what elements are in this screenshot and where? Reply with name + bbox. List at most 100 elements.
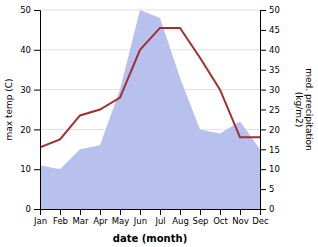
tick-label: 0 bbox=[26, 204, 31, 214]
tick-mark bbox=[34, 129, 40, 130]
axis-line bbox=[34, 11, 41, 210]
tick-mark bbox=[80, 209, 81, 215]
tick-mark bbox=[120, 209, 121, 215]
y-axis-title: max temp (C) bbox=[4, 78, 14, 140]
tick-label: 40 bbox=[269, 45, 280, 55]
tick-label: Dec bbox=[252, 216, 269, 226]
tick-mark bbox=[34, 50, 40, 51]
tick: Dec bbox=[252, 209, 269, 226]
tick-label: 15 bbox=[269, 145, 280, 155]
chart: JanFebMarAprMayJunJulAugSepOctNovDec0102… bbox=[0, 0, 318, 247]
tick: Aug bbox=[172, 209, 189, 226]
plot-area: JanFebMarAprMayJunJulAugSepOctNovDec0102… bbox=[4, 5, 314, 244]
tick-label: Oct bbox=[213, 216, 228, 226]
tick-mark bbox=[34, 209, 40, 210]
tick-label: 40 bbox=[20, 45, 31, 55]
y-axis: 0 10 20 30 40 50 bbox=[20, 5, 40, 214]
grid bbox=[40, 10, 260, 209]
tick-label: 50 bbox=[20, 5, 31, 15]
tick: Jan bbox=[33, 209, 47, 226]
tick: 25 bbox=[260, 105, 280, 115]
tick-mark bbox=[34, 169, 40, 170]
tick: 50 bbox=[20, 5, 40, 15]
tick-mark bbox=[260, 110, 266, 111]
y2-axis-title-line: med. precipitation bbox=[304, 68, 314, 150]
tick: Sep bbox=[192, 209, 208, 226]
y2-axis-title-line: (kg/m2) bbox=[294, 92, 304, 127]
tick-label: 25 bbox=[269, 105, 280, 115]
tick-mark bbox=[160, 209, 161, 215]
tick: 30 bbox=[260, 85, 280, 95]
tick-label: Nov bbox=[232, 216, 249, 226]
tick-label: Jun bbox=[133, 216, 147, 226]
grid-line bbox=[40, 10, 260, 11]
tick: Mar bbox=[72, 209, 89, 226]
tick-mark bbox=[260, 169, 266, 170]
tick: May bbox=[112, 209, 130, 226]
tick-mark bbox=[260, 209, 266, 210]
marks bbox=[40, 10, 260, 209]
tick: 40 bbox=[260, 45, 280, 55]
tick-mark bbox=[200, 209, 201, 215]
tick: 35 bbox=[260, 65, 280, 75]
tick-mark bbox=[260, 30, 266, 31]
tick-label: Feb bbox=[53, 216, 68, 226]
line bbox=[40, 28, 260, 147]
y2-axis-title: med. precipitation(kg/m2) bbox=[294, 68, 314, 150]
tick: Feb bbox=[53, 209, 68, 226]
tick-mark bbox=[260, 10, 266, 11]
tick-label: Jan bbox=[33, 216, 47, 226]
tick-label: 10 bbox=[269, 164, 280, 174]
tick-mark bbox=[260, 50, 266, 51]
tick-label: 30 bbox=[269, 85, 280, 95]
tick-mark bbox=[100, 209, 101, 215]
tick-label: 5 bbox=[269, 184, 274, 194]
tick-label: 45 bbox=[269, 25, 280, 35]
tick-label: Jul bbox=[154, 216, 165, 226]
tick: Oct bbox=[213, 209, 228, 226]
tick: Apr bbox=[93, 209, 108, 226]
tick-mark bbox=[180, 209, 181, 215]
tick: 0 bbox=[26, 204, 40, 214]
x-axis-title: date (month) bbox=[113, 233, 187, 244]
tick-label: 10 bbox=[20, 164, 31, 174]
tick: 40 bbox=[20, 45, 40, 55]
tick-mark bbox=[260, 70, 266, 71]
tick-label: Sep bbox=[192, 216, 208, 226]
tick-label: Aug bbox=[172, 216, 189, 226]
tick-label: 20 bbox=[269, 125, 280, 135]
tick: 45 bbox=[260, 25, 280, 35]
tick-mark bbox=[220, 209, 221, 215]
x-axis: Jan Feb Mar Apr MayJun Jul AugSep Oct NovDec bbox=[33, 209, 269, 226]
tick-label: Mar bbox=[72, 216, 89, 226]
tick-mark bbox=[140, 209, 141, 215]
tick: Nov bbox=[232, 209, 249, 226]
tick-mark bbox=[260, 129, 266, 130]
tick-mark bbox=[60, 209, 61, 215]
area bbox=[40, 10, 260, 209]
axis-line bbox=[261, 11, 267, 210]
axis-line bbox=[41, 210, 261, 216]
tick: 50 bbox=[260, 5, 280, 15]
tick: Jun bbox=[133, 209, 147, 226]
tick-label: 35 bbox=[269, 65, 280, 75]
tick-label: May bbox=[112, 216, 130, 226]
tick: 15 bbox=[260, 145, 280, 155]
tick-mark bbox=[260, 189, 266, 190]
tick-label: 30 bbox=[20, 85, 31, 95]
tick: Jul bbox=[154, 209, 165, 226]
tick: 0 bbox=[260, 204, 274, 214]
y2-axis: 0 5 10 15 20 25 30 35 40 45 50 bbox=[260, 5, 280, 214]
tick: 10 bbox=[20, 164, 40, 174]
tick-mark bbox=[240, 209, 241, 215]
tick-mark bbox=[260, 149, 266, 150]
tick-label: 50 bbox=[269, 5, 280, 15]
tick-mark bbox=[34, 10, 40, 11]
tick-mark bbox=[260, 90, 266, 91]
tick-label: Apr bbox=[93, 216, 108, 226]
tick: 10 bbox=[260, 164, 280, 174]
tick-mark bbox=[34, 90, 40, 91]
tick: 30 bbox=[20, 85, 40, 95]
tick: 20 bbox=[20, 125, 40, 135]
tick-label: 0 bbox=[269, 204, 274, 214]
